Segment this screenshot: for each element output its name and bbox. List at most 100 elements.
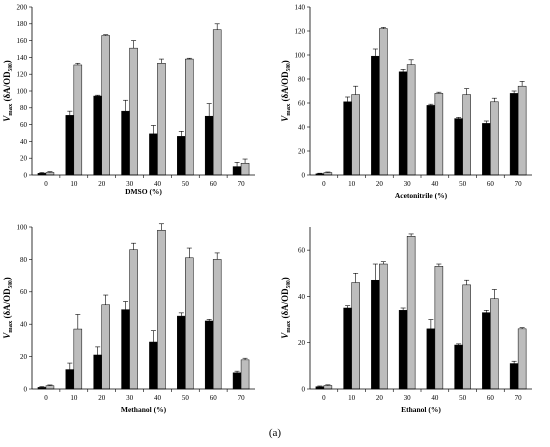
y-tick-label: 180 bbox=[17, 20, 28, 28]
x-tick-label: 40 bbox=[154, 394, 162, 402]
bar-s0-20 bbox=[371, 279, 380, 390]
x-tick-label: 70 bbox=[515, 180, 523, 188]
x-tick-label: 40 bbox=[431, 394, 439, 402]
bar-s0-20 bbox=[93, 354, 102, 390]
bar-s1-20 bbox=[101, 304, 110, 390]
bar-s0-20 bbox=[93, 95, 102, 176]
x-tick-label: 60 bbox=[487, 180, 495, 188]
y-axis-title-sub: max bbox=[7, 320, 14, 333]
y-axis-title: Vmax (δA/OD₅₈₀) bbox=[280, 60, 292, 121]
chart-panel-ethanol: 0 20 40 60 0 10 20 30 40 50 60 70 Ethanol (%) Vmax (δ… bbox=[280, 227, 532, 414]
bar-s0-60 bbox=[204, 115, 214, 176]
x-tick-label: 20 bbox=[98, 180, 106, 188]
x-axis-title: Methanol (%) bbox=[121, 405, 167, 414]
bar-s0-60 bbox=[204, 320, 214, 390]
y-tick-label: 140 bbox=[295, 3, 306, 11]
chart-panel-dmso: 0 20 40 60 80 100 120 140 160 180 200 0 10 20 30 40 50 60… bbox=[2, 3, 255, 196]
y-tick-label: 60 bbox=[298, 99, 306, 107]
bar-s1-30 bbox=[406, 236, 416, 390]
bar-s0-40 bbox=[149, 133, 158, 176]
x-tick-label: 20 bbox=[98, 394, 106, 402]
bar-s0-60 bbox=[482, 312, 491, 390]
y-tick-label: 20 bbox=[298, 147, 306, 155]
y-axis-title: Vmax (δA/OD₅₈₀) bbox=[2, 60, 14, 121]
bar-s0-30 bbox=[398, 71, 408, 176]
y-tick-label: 0 bbox=[24, 385, 28, 393]
bar-s1-40 bbox=[434, 266, 444, 390]
x-axis-title: DMSO (%) bbox=[125, 187, 162, 196]
y-axis-title: Vmax (δA/OD₅₈₀) bbox=[280, 277, 292, 338]
y-axis-title-units: (δA/OD₅₈₀) bbox=[2, 60, 12, 104]
bar-s1-40 bbox=[157, 229, 166, 390]
y-tick-label: 20 bbox=[20, 155, 28, 163]
y-tick-label: 20 bbox=[20, 353, 28, 361]
bar-s0-10 bbox=[65, 115, 75, 176]
y-axis-title-main: V bbox=[280, 115, 290, 122]
bar-s0-40 bbox=[149, 341, 158, 390]
y-axis-title-main: V bbox=[280, 332, 290, 339]
x-tick-label: 30 bbox=[404, 394, 412, 402]
x-axis-title: Ethanol (%) bbox=[401, 405, 441, 414]
bar-s0-40 bbox=[426, 328, 436, 390]
x-tick-label: 70 bbox=[238, 180, 246, 188]
x-tick-label: 40 bbox=[154, 180, 162, 188]
y-tick-label: 40 bbox=[20, 321, 28, 329]
y-tick-label: 100 bbox=[17, 223, 28, 231]
y-tick-label: 60 bbox=[20, 288, 28, 296]
bar-s1-60 bbox=[212, 29, 222, 176]
bar-s1-70 bbox=[240, 162, 250, 176]
x-tick-label: 10 bbox=[348, 180, 356, 188]
y-axis-title-main: V bbox=[2, 332, 12, 339]
y-tick-label: 100 bbox=[17, 87, 28, 95]
x-tick-label: 0 bbox=[322, 394, 326, 402]
bar-s0-10 bbox=[343, 101, 352, 176]
y-axis-title-main: V bbox=[2, 115, 12, 122]
y-tick-label: 140 bbox=[17, 54, 28, 62]
y-axis-title-sub: max bbox=[7, 103, 14, 116]
x-tick-label: 10 bbox=[70, 180, 78, 188]
y-tick-label: 200 bbox=[17, 3, 28, 11]
bar-s0-50 bbox=[177, 315, 186, 390]
bar-s1-0 bbox=[45, 385, 55, 390]
bar-s1-60 bbox=[490, 298, 499, 390]
y-tick-label: 0 bbox=[302, 171, 306, 179]
bar-s1-0 bbox=[323, 385, 333, 390]
x-tick-label: 30 bbox=[126, 394, 134, 402]
bar-s0-20 bbox=[371, 55, 380, 176]
bar-s1-50 bbox=[462, 94, 471, 176]
bar-s1-10 bbox=[73, 64, 83, 176]
x-tick-label: 20 bbox=[376, 394, 384, 402]
x-tick-label: 50 bbox=[182, 180, 190, 188]
x-tick-label: 30 bbox=[404, 180, 412, 188]
x-tick-label: 50 bbox=[459, 180, 467, 188]
bar-s1-20 bbox=[379, 263, 388, 390]
y-axis-title-units: (δA/OD₅₈₀) bbox=[2, 277, 12, 321]
y-tick-label: 120 bbox=[295, 27, 306, 35]
y-tick-label: 0 bbox=[24, 171, 28, 179]
bar-s0-10 bbox=[65, 369, 75, 390]
bar-s1-30 bbox=[129, 47, 138, 176]
bar-s1-50 bbox=[185, 257, 194, 390]
bar-s1-70 bbox=[517, 85, 527, 176]
bar-s1-50 bbox=[185, 58, 194, 176]
bar-s0-70 bbox=[509, 363, 519, 390]
bar-s1-10 bbox=[351, 282, 360, 390]
x-tick-label: 70 bbox=[238, 394, 246, 402]
bar-s1-70 bbox=[240, 359, 250, 390]
bar-s1-40 bbox=[434, 93, 444, 176]
bar-s0-50 bbox=[177, 136, 186, 176]
y-tick-label: 160 bbox=[17, 37, 28, 45]
bar-s0-30 bbox=[121, 309, 130, 390]
x-tick-label: 20 bbox=[376, 180, 384, 188]
bar-s0-10 bbox=[343, 307, 352, 390]
x-tick-label: 60 bbox=[487, 394, 495, 402]
y-tick-label: 80 bbox=[298, 75, 306, 83]
y-tick-label: 40 bbox=[298, 293, 306, 301]
y-tick-label: 20 bbox=[298, 339, 306, 347]
y-tick-label: 60 bbox=[20, 121, 28, 129]
chart-panel-methanol: 0 20 40 60 80 100 0 10 20 30 40 50 60 70 Methanol (%) V… bbox=[2, 223, 255, 414]
bar-s0-30 bbox=[398, 310, 408, 390]
bar-s1-20 bbox=[101, 35, 110, 176]
x-tick-label: 70 bbox=[515, 394, 523, 402]
